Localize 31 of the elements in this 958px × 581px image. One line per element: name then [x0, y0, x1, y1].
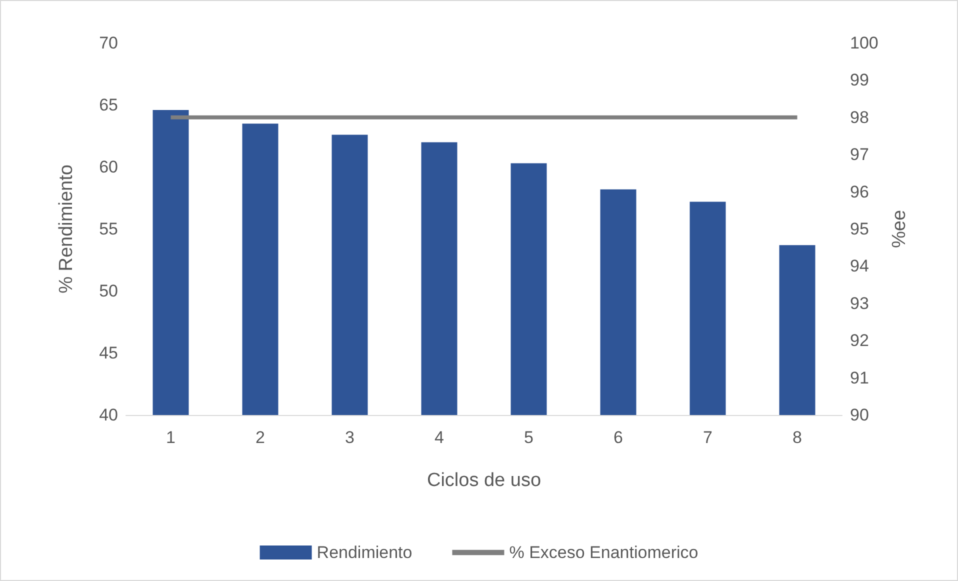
y2-tick-label: 96: [850, 182, 869, 202]
x-axis-title: Ciclos de uso: [426, 470, 542, 491]
x-tick-label: 6: [614, 428, 623, 447]
y2-tick-label: 95: [850, 220, 869, 238]
y-tick-label: 50: [99, 282, 118, 300]
x-tick-label: 2: [256, 428, 265, 447]
y-tick-label: 65: [99, 96, 118, 114]
x-tick-label: 7: [703, 428, 712, 447]
legend-label: Rendimiento: [316, 543, 412, 562]
y-tick-label: 40: [99, 406, 118, 424]
y-axis-title: % Rendimiento: [56, 164, 77, 294]
y2-tick-label: 91: [850, 368, 869, 388]
y-tick-label: 55: [99, 220, 118, 238]
y2-tick-label: 90: [850, 406, 869, 424]
y2-tick-label: 94: [850, 256, 869, 276]
y2-axis-title: %ee: [889, 210, 910, 248]
legend-label: % Exceso Enantiomerico: [509, 543, 698, 562]
y2-tick-label: 98: [850, 108, 869, 127]
x-tick-label: 5: [524, 428, 534, 447]
x-tick-label: 8: [792, 428, 802, 447]
y-tick-label: 60: [99, 158, 118, 176]
x-tick-label: 1: [166, 428, 176, 447]
y2-tick-label: 93: [850, 294, 869, 313]
x-tick-label: 3: [345, 428, 354, 447]
x-tick-label: 4: [434, 428, 444, 447]
y-tick-label: 70: [99, 34, 118, 52]
y2-tick-label: 99: [850, 70, 869, 90]
y2-tick-label: 100: [850, 34, 878, 52]
y2-tick-label: 97: [850, 145, 869, 164]
y-tick-label: 45: [99, 344, 118, 362]
y2-tick-label: 92: [850, 331, 869, 350]
